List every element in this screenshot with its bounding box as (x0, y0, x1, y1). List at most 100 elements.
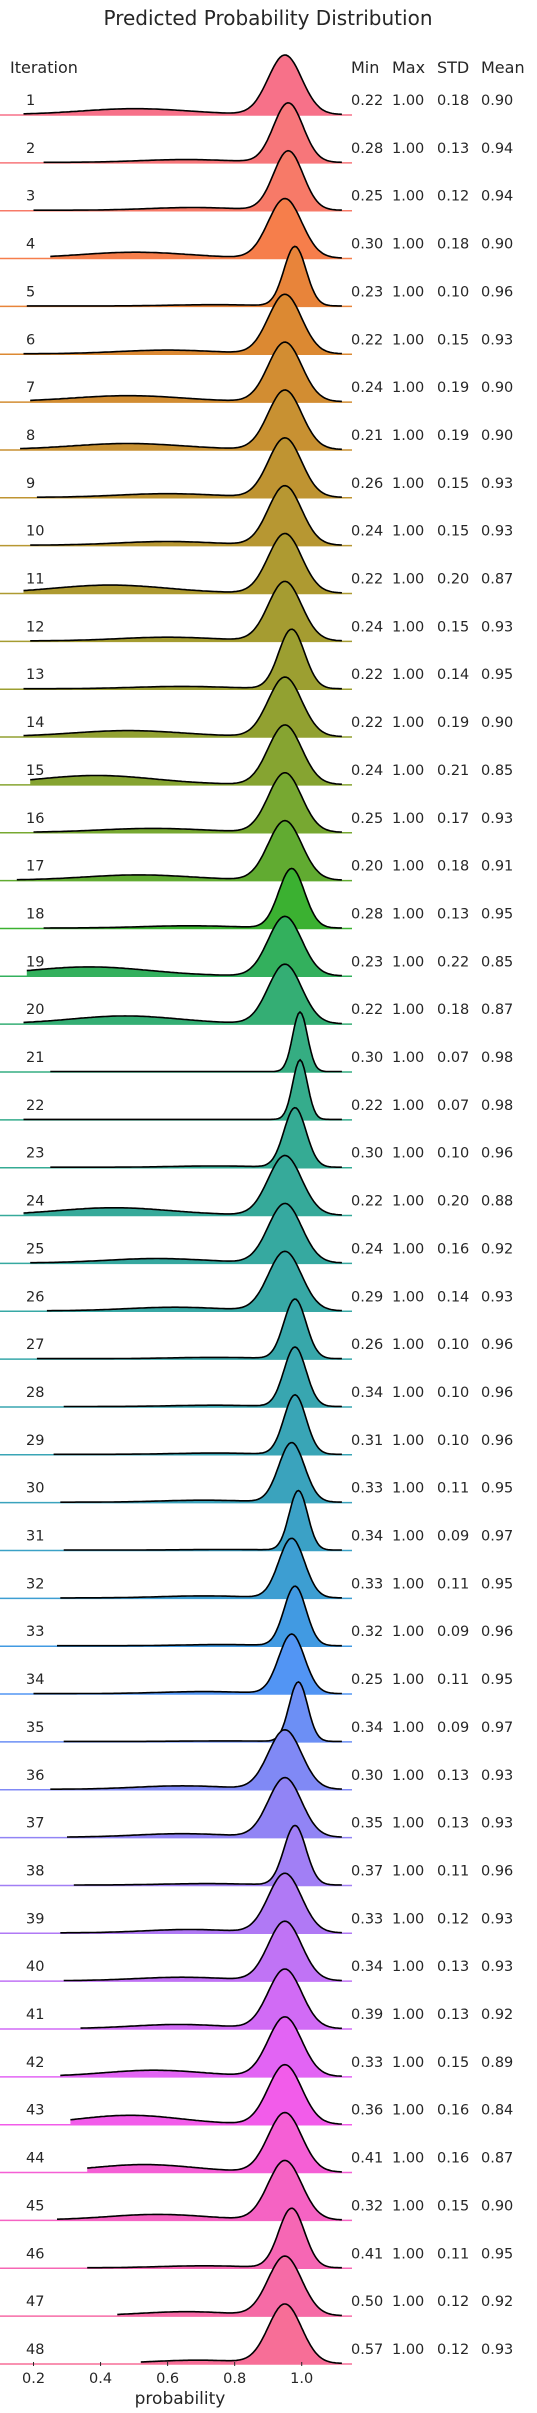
header-std: STD (437, 58, 469, 77)
ridge-row: 18 0.28 1.00 0.13 0.95 (0, 867, 513, 930)
stat-mean: 0.92 (481, 1241, 513, 1257)
density-area (63, 1490, 342, 1551)
stat-min: 0.22 (351, 715, 383, 731)
stat-min: 0.50 (351, 2294, 383, 2310)
x-axis: 0.2 0.4 0.6 0.8 1.0 (22, 2362, 313, 2387)
stat-max: 1.00 (392, 2246, 424, 2262)
density-line (43, 867, 342, 929)
stat-std: 0.18 (437, 1002, 469, 1018)
iteration-label: 46 (26, 2246, 44, 2262)
stat-min: 0.25 (351, 189, 383, 205)
density-line (23, 1154, 342, 1216)
density-area (63, 1681, 342, 1742)
stat-mean: 0.94 (481, 189, 513, 205)
density-area (140, 2304, 342, 2364)
ridge-row: 22 0.22 1.00 0.07 0.98 (0, 1058, 513, 1121)
iteration-label: 42 (26, 2055, 44, 2071)
density-area (50, 1107, 342, 1168)
density-line (63, 1346, 342, 1408)
stat-mean: 0.93 (481, 811, 513, 827)
stat-min: 0.37 (351, 1863, 383, 1879)
iteration-label: 29 (26, 1433, 44, 1449)
stat-min: 0.32 (351, 2198, 383, 2214)
iteration-label: 44 (26, 2151, 44, 2167)
iteration-label: 38 (26, 1863, 44, 1879)
ridge-row: 13 0.22 1.00 0.14 0.95 (0, 628, 513, 690)
iteration-label: 48 (26, 2342, 44, 2358)
iteration-label: 6 (26, 332, 35, 348)
ridge-row: 15 0.24 1.00 0.21 0.85 (0, 724, 513, 786)
density-area (36, 437, 342, 498)
density-line (50, 1010, 342, 1073)
stat-min: 0.30 (351, 1768, 383, 1784)
density-area (30, 1203, 342, 1264)
density-area (57, 2160, 342, 2221)
stat-min: 0.22 (351, 1194, 383, 1210)
stat-std: 0.15 (437, 476, 469, 492)
density-area (63, 1347, 342, 1407)
density-line (60, 1441, 342, 1503)
stat-min: 0.28 (351, 141, 383, 157)
density-area (67, 1777, 342, 1838)
iteration-label: 18 (26, 906, 44, 922)
stat-min: 0.28 (351, 906, 383, 922)
stat-mean: 0.97 (481, 1529, 513, 1545)
density-line (36, 1298, 342, 1360)
stat-max: 1.00 (392, 1002, 424, 1018)
stat-max: 1.00 (392, 141, 424, 157)
iteration-label: 11 (26, 572, 44, 588)
stat-max: 1.00 (392, 380, 424, 396)
ridge-row: 35 0.34 1.00 0.09 0.97 (0, 1680, 513, 1743)
stat-mean: 0.95 (481, 1672, 513, 1688)
stat-min: 0.22 (351, 1002, 383, 1018)
stat-min: 0.34 (351, 1720, 383, 1736)
stat-mean: 0.93 (481, 332, 513, 348)
stat-min: 0.23 (351, 954, 383, 970)
stat-std: 0.12 (437, 2342, 469, 2358)
ridge-row: 10 0.24 1.00 0.15 0.93 (0, 484, 513, 547)
iteration-label: 47 (26, 2294, 44, 2310)
density-area (50, 1012, 342, 1072)
density-area (33, 1634, 342, 1695)
stat-mean: 0.95 (481, 1481, 513, 1497)
density-area (23, 294, 342, 355)
ridge-row: 38 0.37 1.00 0.11 0.96 (0, 1824, 513, 1887)
stat-max: 1.00 (392, 1146, 424, 1162)
density-area (80, 1969, 342, 2029)
ridge-row: 30 0.33 1.00 0.11 0.95 (0, 1441, 513, 1504)
stat-max: 1.00 (392, 1194, 424, 1210)
density-line (80, 1968, 342, 2030)
stat-std: 0.07 (437, 1098, 469, 1114)
stat-mean: 0.85 (481, 954, 513, 970)
stat-std: 0.19 (437, 428, 469, 444)
stat-mean: 0.96 (481, 1433, 513, 1449)
stat-mean: 0.85 (481, 763, 513, 779)
density-area (26, 916, 342, 977)
density-line (140, 2303, 342, 2365)
ridge-row: 20 0.22 1.00 0.18 0.87 (0, 963, 513, 1025)
stat-min: 0.33 (351, 1481, 383, 1497)
stat-max: 1.00 (392, 667, 424, 683)
density-line (30, 484, 342, 546)
density-line (73, 1824, 342, 1886)
stat-mean: 0.89 (481, 2055, 513, 2071)
density-line (67, 1776, 342, 1838)
stat-max: 1.00 (392, 1050, 424, 1066)
density-line (26, 245, 342, 307)
stat-mean: 0.98 (481, 1098, 513, 1114)
stat-min: 0.35 (351, 1816, 383, 1832)
density-line (50, 197, 342, 259)
stat-min: 0.36 (351, 2103, 383, 2119)
stat-std: 0.15 (437, 2055, 469, 2071)
density-line (60, 1872, 342, 1934)
stat-std: 0.13 (437, 1768, 469, 1784)
density-line (87, 2111, 342, 2173)
ridge-rows: 1 0.22 1.00 0.18 0.90 2 0.28 1.00 0.13 0.94 3 0.25 1… (0, 54, 513, 2365)
stat-max: 1.00 (392, 2198, 424, 2214)
stat-min: 0.22 (351, 332, 383, 348)
stat-max: 1.00 (392, 572, 424, 588)
density-line (16, 819, 342, 881)
stat-max: 1.00 (392, 1529, 424, 1545)
density-area (23, 1059, 342, 1120)
stat-max: 1.00 (392, 1863, 424, 1879)
